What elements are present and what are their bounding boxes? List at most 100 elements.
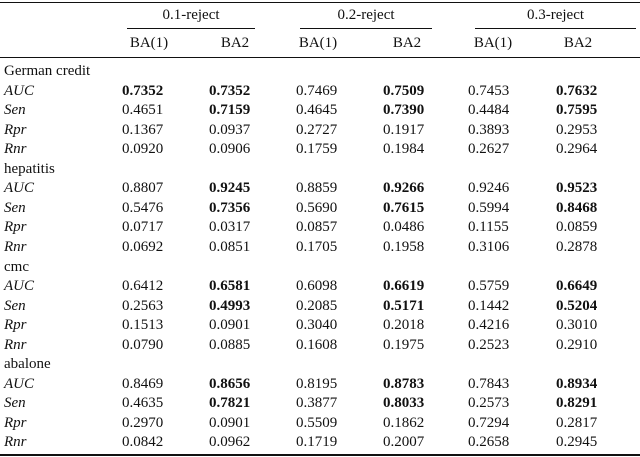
metric-label: Rnr (4, 141, 27, 158)
section-label: abalone (4, 356, 51, 373)
cell: 0.9246 (468, 180, 510, 197)
cell: 0.0317 (209, 219, 251, 236)
bottom-rule (0, 454, 640, 456)
metric-label: Rnr (4, 336, 27, 353)
group-header: 0.3-reject (526, 7, 585, 23)
cell: 0.5759 (468, 278, 510, 295)
cell: 0.1759 (296, 141, 338, 158)
cell: 0.1367 (122, 121, 164, 138)
cell: 0.4484 (468, 102, 510, 119)
group-underline (127, 28, 255, 29)
cell: 0.6412 (122, 278, 164, 295)
cell: 0.2953 (556, 121, 598, 138)
cell: 0.7632 (556, 82, 598, 99)
cell: 0.0906 (209, 141, 251, 158)
cell: 0.7356 (209, 199, 251, 216)
cell: 0.2523 (468, 336, 510, 353)
metric-label: AUC (4, 180, 34, 197)
cell: 0.7595 (556, 102, 598, 119)
cell: 0.1705 (296, 238, 338, 255)
metric-label: Sen (4, 199, 26, 216)
cell: 0.5204 (556, 297, 598, 314)
cell: 0.4216 (468, 317, 510, 334)
cell: 0.4993 (209, 297, 251, 314)
cell: 0.1442 (468, 297, 510, 314)
cell: 0.1958 (383, 238, 425, 255)
cell: 0.3040 (296, 317, 338, 334)
cell: 0.2085 (296, 297, 338, 314)
metric-label: Sen (4, 297, 26, 314)
section-label: cmc (4, 258, 29, 275)
cell: 0.6619 (383, 278, 425, 295)
group-underline (300, 28, 432, 29)
cell: 0.8859 (296, 180, 338, 197)
cell: 0.0901 (209, 317, 251, 334)
cell: 0.1862 (383, 414, 425, 431)
group-header: 0.2-reject (337, 7, 395, 23)
cell: 0.1917 (383, 121, 425, 138)
cell: 0.5690 (296, 199, 338, 216)
section-label: German credit (4, 63, 91, 79)
cell: 0.0920 (122, 141, 164, 158)
metric-label: AUC (4, 82, 34, 99)
cell: 0.7390 (383, 102, 425, 119)
cell: 0.0859 (556, 219, 598, 236)
group-header: 0.1-reject (162, 7, 220, 23)
cell: 0.0486 (383, 219, 425, 236)
cell: 0.0857 (296, 219, 338, 236)
cell: 0.5994 (468, 199, 510, 216)
cell: 0.8783 (383, 375, 425, 392)
cell: 0.2018 (383, 317, 425, 334)
cell: 0.2817 (556, 414, 598, 431)
cell: 0.0851 (209, 238, 251, 255)
cell: 0.7821 (209, 395, 251, 412)
cell: 0.7615 (383, 199, 425, 216)
cell: 0.7509 (383, 82, 425, 99)
cell: 0.7352 (122, 82, 164, 99)
cell: 0.2573 (468, 395, 510, 412)
column-header: BA2 (392, 35, 422, 51)
cell: 0.3010 (556, 317, 598, 334)
cell: 0.0937 (209, 121, 251, 138)
metric-label: Sen (4, 395, 26, 412)
metric-label: Rpr (4, 414, 27, 431)
cell: 0.8934 (556, 375, 598, 392)
cell: 0.9245 (209, 180, 251, 197)
top-rule (0, 2, 640, 3)
cell: 0.4651 (122, 102, 164, 119)
cell: 0.3893 (468, 121, 510, 138)
metric-label: Rnr (4, 238, 27, 255)
column-header: BA(1) (473, 35, 513, 51)
cell: 0.9523 (556, 180, 598, 197)
cell: 0.4635 (122, 395, 164, 412)
cell: 0.2007 (383, 434, 425, 451)
cell: 0.1719 (296, 434, 338, 451)
cell: 0.5171 (383, 297, 425, 314)
cell: 0.6098 (296, 278, 338, 295)
cell: 0.1608 (296, 336, 338, 353)
cell: 0.2563 (122, 297, 164, 314)
cell: 0.0842 (122, 434, 164, 451)
cell: 0.3106 (468, 238, 510, 255)
cell: 0.2658 (468, 434, 510, 451)
cell: 0.7469 (296, 82, 338, 99)
cell: 0.2627 (468, 141, 510, 158)
cell: 0.0692 (122, 238, 164, 255)
column-header: BA2 (220, 35, 250, 51)
cell: 0.0885 (209, 336, 251, 353)
cell: 0.1975 (383, 336, 425, 353)
column-header: BA(1) (129, 35, 169, 51)
metric-label: AUC (4, 278, 34, 295)
cell: 0.2945 (556, 434, 598, 451)
cell: 0.0962 (209, 434, 251, 451)
cell: 0.2727 (296, 121, 338, 138)
cell: 0.8033 (383, 395, 425, 412)
cell: 0.7352 (209, 82, 251, 99)
cell: 0.7159 (209, 102, 251, 119)
metric-label: Rpr (4, 317, 27, 334)
cell: 0.7843 (468, 375, 510, 392)
metric-label: Rpr (4, 219, 27, 236)
column-header: BA2 (563, 35, 593, 51)
cell: 0.8807 (122, 180, 164, 197)
